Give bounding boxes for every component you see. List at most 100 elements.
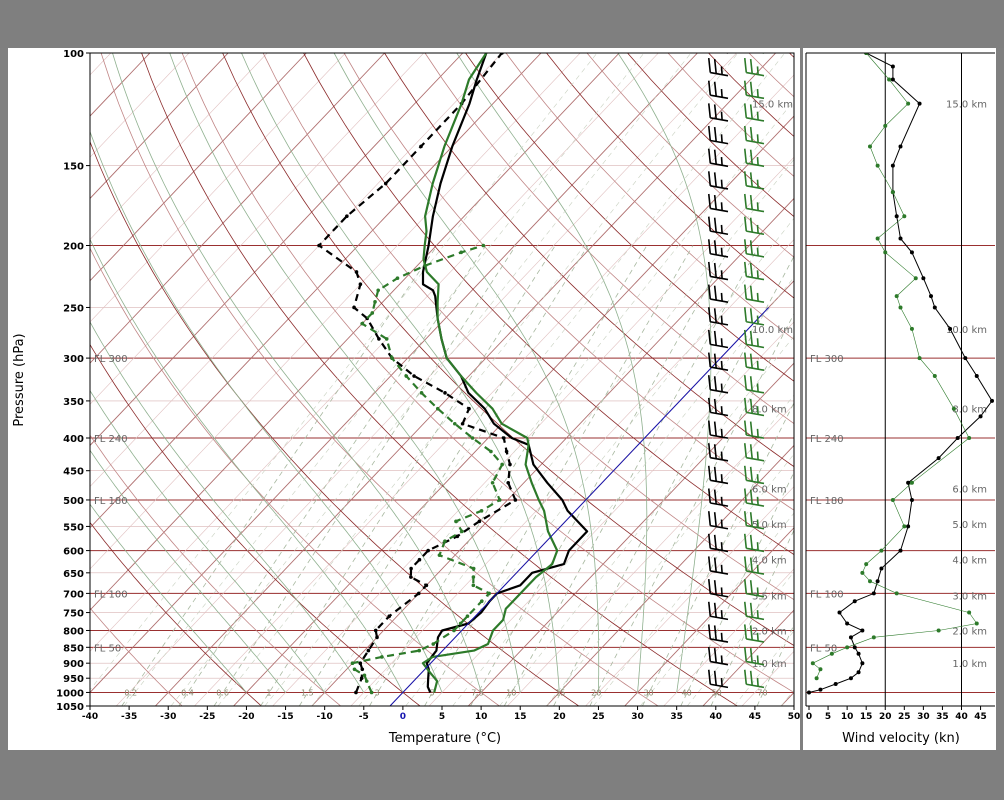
wind-barb — [707, 125, 729, 145]
dewpoint-1-point — [467, 406, 471, 411]
dewpoint-1-line — [318, 53, 517, 693]
wind-speed-2-point — [951, 406, 956, 411]
temperature-1-line — [421, 53, 589, 693]
wind-speed-1-point — [990, 398, 994, 403]
dewpoint-1-point — [416, 591, 421, 596]
y-tick-label: 550 — [63, 522, 84, 533]
wind-speed-2-point — [936, 628, 941, 633]
moist-adiabat-line — [169, 53, 521, 693]
x-axis-label: Temperature (°C) — [388, 731, 501, 746]
bottom-frame-bar — [0, 750, 1004, 800]
wind-speed-2-point — [906, 101, 911, 106]
height-label: 2.0 km — [752, 626, 787, 637]
moist-adiabat-line — [241, 53, 560, 693]
mixing-ratio-label: 5 — [429, 688, 434, 697]
dewpoint-1-point — [387, 614, 392, 619]
wind-velocity-chart: FL 300 FL 240 FL 180 FL 100 FL 50 15.0 km 10.0… — [805, 52, 995, 746]
dewpoint-2-point — [417, 648, 422, 653]
dewpoint-2-point — [471, 583, 476, 588]
wind-speed-2-point — [879, 548, 884, 553]
wind-x-tick-label: 30 — [917, 712, 930, 722]
height-label: 15.0 km — [946, 100, 987, 111]
y-tick-label: 400 — [63, 434, 84, 445]
wind-x-tick-label: 15 — [860, 712, 873, 722]
wind-barb — [707, 488, 729, 507]
dewpoint-2-point — [470, 436, 475, 440]
dewpoint-2-point — [452, 421, 457, 426]
wind-barb — [743, 307, 765, 326]
y-tick-label: 100 — [63, 49, 84, 60]
wind-speed-2-point — [967, 435, 972, 440]
x-tick-label: 45 — [749, 712, 762, 722]
wind-speed-2-point — [883, 123, 888, 128]
wind-barb — [743, 261, 765, 281]
wind-speed-1-point — [921, 276, 926, 281]
wind-barb — [743, 669, 765, 689]
height-label: 4.0 km — [752, 556, 787, 567]
wind-speed-2-point — [894, 294, 899, 299]
wind-barb — [707, 647, 729, 666]
top-frame-bar — [0, 0, 1004, 48]
wind-barb — [707, 511, 729, 530]
x-tick-label: -35 — [121, 712, 137, 722]
isotherm-line — [507, 403, 794, 706]
x-tick-label: 0 — [400, 712, 406, 722]
height-label: 6.0 km — [952, 485, 987, 496]
wind-barb — [707, 465, 729, 485]
wind-barb — [743, 239, 765, 258]
wind-speed-2-point — [913, 276, 918, 281]
dewpoint-2-point — [454, 519, 458, 524]
wind-barb — [707, 352, 729, 371]
mixing-ratio-label: 50 — [712, 688, 722, 697]
dry-adiabat-line — [708, 53, 794, 138]
wind-barb — [743, 125, 765, 145]
wind-barb — [746, 53, 765, 54]
dry-adiabat-line — [667, 53, 794, 177]
isotherm-line — [428, 321, 794, 706]
isotherm-line — [233, 115, 794, 706]
y-tick-label: 300 — [63, 354, 84, 365]
y-tick-label: 1050 — [56, 702, 84, 713]
dewpoint-2-point — [419, 391, 424, 395]
dewpoint-2-point — [452, 628, 456, 633]
wind-barb — [707, 239, 729, 258]
wind-x-tick-label: 40 — [955, 712, 968, 722]
reference-line-line — [389, 307, 769, 706]
wind-speed-1-point — [871, 591, 876, 596]
wind-speed-2-point — [868, 579, 872, 584]
wind-speed-1-point — [955, 435, 960, 440]
wind-barb — [743, 329, 765, 349]
dewpoint-1-point — [513, 498, 518, 502]
mixing-ratio-line — [593, 453, 794, 706]
mixing-ratio-line — [358, 158, 794, 706]
dewpoint-1-point — [352, 305, 356, 310]
dewpoint-2-point — [437, 553, 442, 557]
wind-speed-1-point — [879, 566, 884, 571]
dry-adiabat-line — [141, 53, 738, 706]
flight-level-label: FL 180 — [94, 496, 128, 507]
dewpoint-2-point — [360, 321, 364, 326]
wind-speed-1-point — [860, 661, 865, 666]
mixing-ratio-line — [217, 53, 739, 706]
dewpoint-2-point — [364, 679, 369, 683]
moist-adiabat-line — [90, 449, 286, 693]
isotherm-line — [90, 53, 542, 529]
dewpoint-1-point — [419, 144, 423, 149]
wind-speed-2-point — [917, 356, 922, 361]
mixing-ratio-label: 10 — [506, 688, 516, 697]
mixing-ratio-line — [733, 630, 794, 706]
mixing-ratio-line — [452, 276, 794, 706]
wind-barb — [743, 624, 765, 643]
height-label: 3.0 km — [952, 591, 987, 602]
wind-barb — [707, 193, 729, 213]
dry-adiabat-line — [262, 53, 794, 601]
mixing-ratio-line — [178, 245, 487, 706]
wind-speed-1-point — [818, 687, 823, 692]
isotherm-line — [90, 53, 424, 405]
mixing-ratio-line — [170, 53, 692, 706]
wind-speed-2-point — [898, 305, 903, 310]
dewpoint-1-point — [504, 449, 509, 454]
dewpoint-2-point — [435, 406, 440, 411]
wind-speed-1-point — [852, 645, 857, 650]
height-label: 10.0 km — [946, 325, 987, 336]
